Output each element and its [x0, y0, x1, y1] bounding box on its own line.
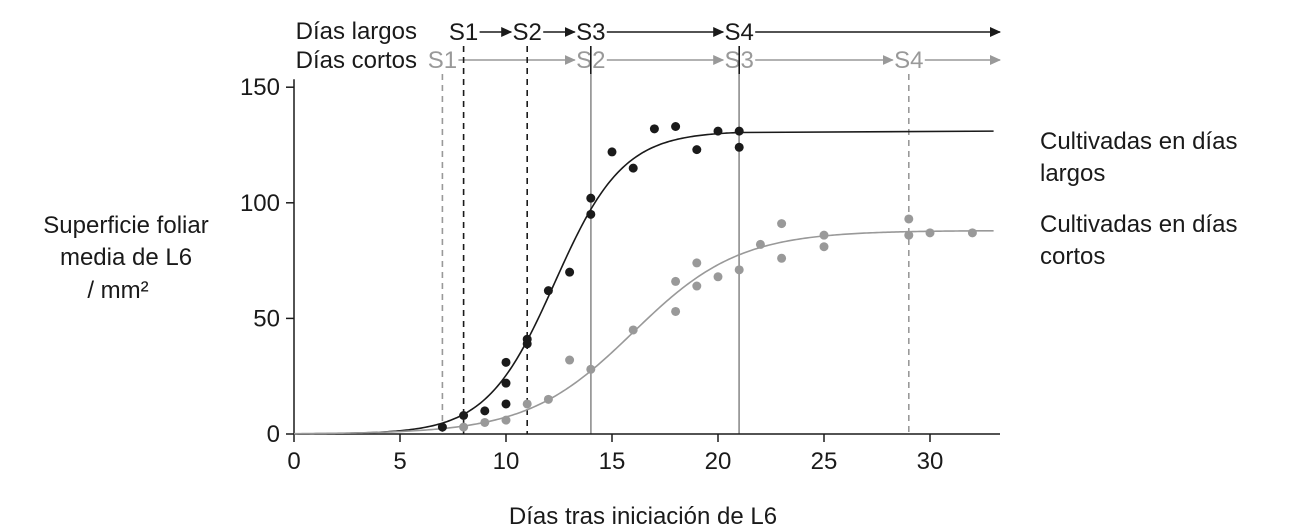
- data-point: [692, 281, 702, 291]
- data-point: [777, 219, 787, 229]
- stage-row-label-long: Días largos: [296, 18, 417, 45]
- x-tick-label: 25: [811, 448, 838, 475]
- fitted-curve: [293, 130, 994, 435]
- data-point: [607, 147, 617, 157]
- data-point: [904, 214, 914, 224]
- legend: Cultivadas en días largos Cultivadas en …: [1040, 128, 1237, 270]
- data-point: [819, 230, 829, 240]
- x-tick-label: 20: [705, 448, 732, 475]
- data-point: [480, 406, 490, 416]
- data-point: [692, 258, 702, 268]
- data-point: [671, 306, 681, 316]
- legend-short-days-line-1: Cultivadas en días: [1040, 211, 1237, 238]
- data-point: [565, 355, 575, 365]
- y-tick-label: 150: [240, 74, 280, 101]
- x-tick-label: 15: [599, 448, 626, 475]
- data-point: [501, 415, 511, 425]
- data-point: [713, 126, 723, 136]
- data-point: [459, 411, 469, 421]
- data-point: [501, 399, 511, 409]
- data-point: [925, 228, 935, 238]
- data-point: [967, 228, 977, 238]
- stage-row-label-short: Días cortos: [296, 47, 417, 74]
- legend-long-days-line-2: largos: [1040, 160, 1105, 187]
- data-point: [649, 124, 659, 134]
- data-point: [543, 394, 553, 404]
- y-tick-label: 100: [240, 190, 280, 217]
- data-point: [480, 417, 490, 427]
- data-point: [628, 163, 638, 173]
- data-point: [459, 422, 469, 432]
- data-point: [755, 239, 765, 249]
- y-axis-label: Superficie foliar media de L6 / mm²: [43, 212, 208, 304]
- y-axis-label-line-3: / mm²: [87, 277, 148, 304]
- data-point: [671, 122, 681, 132]
- data-point: [628, 325, 638, 335]
- y-axis-label-line-1: Superficie foliar: [43, 212, 208, 239]
- data-point: [501, 378, 511, 388]
- data-point: [586, 209, 596, 219]
- stage-label: S3: [576, 19, 605, 46]
- data-point: [819, 242, 829, 252]
- data-point: [692, 145, 702, 155]
- fitted-curve: [293, 229, 994, 435]
- x-tick-label: 30: [917, 448, 944, 475]
- y-tick-label: 0: [267, 421, 280, 448]
- data-point: [565, 267, 575, 277]
- data-point: [543, 286, 553, 296]
- data-point: [671, 276, 681, 286]
- data-point: [713, 272, 723, 282]
- data-point: [904, 230, 914, 240]
- stage-label: S1: [428, 47, 457, 74]
- data-point: [522, 334, 532, 344]
- axes: 0 5 10 15 20 25 30 0 50 100 150: [240, 74, 1000, 475]
- x-tick-label: 0: [287, 448, 300, 475]
- stage-label: S2: [513, 19, 542, 46]
- data-point: [437, 422, 447, 432]
- data-point: [522, 399, 532, 409]
- x-axis-label: Días tras iniciación de L6: [509, 503, 777, 530]
- legend-short-days-line-2: cortos: [1040, 243, 1105, 270]
- stage-label: S4: [725, 19, 754, 46]
- data-point: [586, 193, 596, 203]
- data-point: [734, 142, 744, 152]
- stage-label: S4: [894, 47, 923, 74]
- data-point: [586, 364, 596, 374]
- stage-reference-lines: [441, 46, 910, 434]
- data-points: [437, 122, 977, 432]
- y-tick-label: 50: [253, 305, 280, 332]
- stage-label: S1: [449, 19, 478, 46]
- data-point: [734, 265, 744, 275]
- data-point: [501, 357, 511, 367]
- x-tick-label: 10: [493, 448, 520, 475]
- data-point: [734, 126, 744, 136]
- y-axis-label-line-2: media de L6: [60, 244, 192, 271]
- legend-long-days-line-1: Cultivadas en días: [1040, 128, 1237, 155]
- x-tick-label: 5: [393, 448, 406, 475]
- data-point: [777, 253, 787, 263]
- fitted-curves: [293, 130, 994, 435]
